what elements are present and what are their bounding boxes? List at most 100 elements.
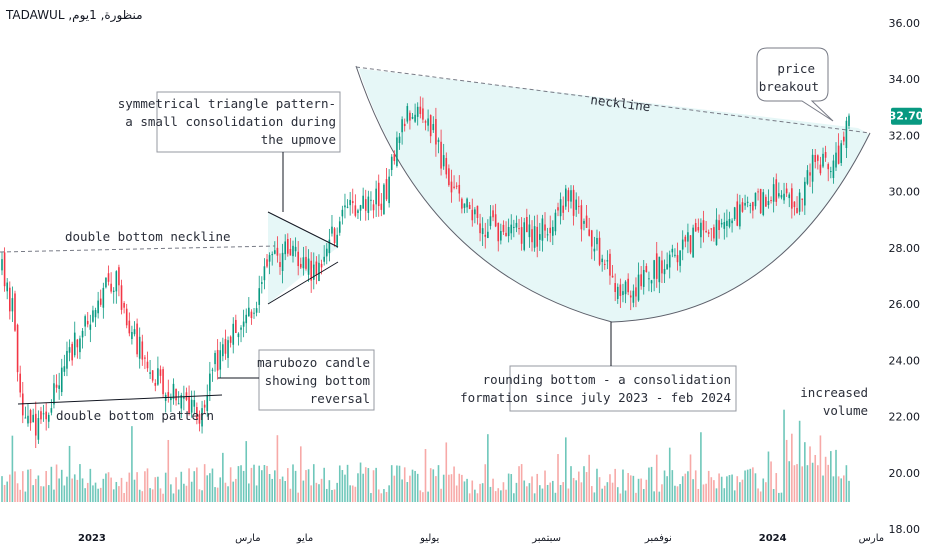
volume-bar [411,469,414,502]
volume-bar [53,489,55,502]
volume-bar [619,493,622,502]
volume-bar [193,471,196,502]
volume-bar [798,420,801,502]
candle-body [312,264,315,280]
volume-bar [697,488,700,502]
candle-body [622,291,624,296]
candle-body [539,234,541,240]
candle-body [619,284,622,297]
volume-bar [726,476,728,502]
volume-bar [471,480,474,502]
volume-bar [780,492,783,502]
candle-body [679,250,681,266]
volume-bar [34,478,37,502]
volume-bar [689,454,692,502]
candle-body [492,210,494,218]
candle-body [528,224,531,238]
candle-body [806,170,809,184]
candle-body [86,320,89,325]
candle-body [710,228,713,230]
volume-bar [611,482,614,502]
volume-bar [141,491,144,502]
candle-body [435,119,437,145]
candle-body [84,316,86,327]
volume-bar [497,488,500,502]
volume-bar [642,489,645,502]
x-tick-label: مارس [859,533,884,544]
candle-body [320,263,323,268]
candle-body [583,220,585,224]
volume-bar [172,493,175,502]
candle-body [468,204,471,209]
volume-bar [507,473,510,502]
candle-body [58,385,60,389]
volume-bar [505,489,507,502]
candle-body [32,414,34,423]
volume-bar [640,478,642,502]
volume-bar [487,434,489,502]
volume-bar [401,479,403,502]
candle-body [419,106,422,114]
volume-bar [616,487,619,502]
candle-body [229,336,232,343]
candle-body [445,158,448,175]
candle-body [692,227,694,258]
volume-bar [757,488,759,502]
candle-body [102,287,105,308]
volume-bar [188,468,190,502]
volume-bar [24,491,27,502]
candle-body [362,195,364,209]
volume-bar [86,482,89,502]
volume-bar [817,465,819,502]
marubozo-note-line-1: marubozo candle [257,355,370,370]
volume-bar [572,477,575,502]
volume-bar [157,476,159,502]
candle-body [546,234,549,236]
candle-body [224,339,227,354]
candle-body [632,290,635,303]
volume-bar [492,478,494,502]
candle-body [837,145,840,164]
candle-body [666,264,668,270]
candle-body [175,388,177,401]
volume-bar [73,474,76,502]
volume-bar [276,435,279,502]
candle-body [689,235,692,253]
candle-body [505,232,507,236]
volume-bar [131,426,133,502]
volume-bar [775,473,778,502]
breakout-label-line-1: price [777,61,815,76]
candle-body [414,114,416,122]
volume-bar [60,469,63,502]
volume-bar [45,470,47,502]
candle-body [627,278,629,293]
candle-body [81,330,84,338]
volume-bar [390,465,393,502]
candle-body [50,408,53,413]
volume-bar [580,482,583,502]
triangle-note-line-2: a small consolidation during [125,114,336,129]
candle-body [385,179,388,200]
candle-body [198,413,201,424]
volume-bar [676,486,679,502]
candle-body [567,190,570,202]
volume-bar [770,461,772,502]
volume-bar [541,488,544,502]
volume-bar [544,470,546,502]
triangle-upper-line [267,211,339,248]
candle-body [292,245,294,257]
volume-bar [526,486,528,502]
volume-bar [63,485,66,502]
candle-body [40,411,42,420]
volume-bar [68,445,71,502]
candle-body [11,298,14,312]
volume-bar [723,488,726,502]
candle-body [705,230,707,233]
candle-body [424,121,427,123]
volume-bar [102,478,105,502]
candle-body [390,156,393,171]
candle-body [653,260,655,279]
volume-bar [338,465,341,502]
volume-bar [830,451,832,502]
rounding-bottom-bowl [355,67,869,322]
